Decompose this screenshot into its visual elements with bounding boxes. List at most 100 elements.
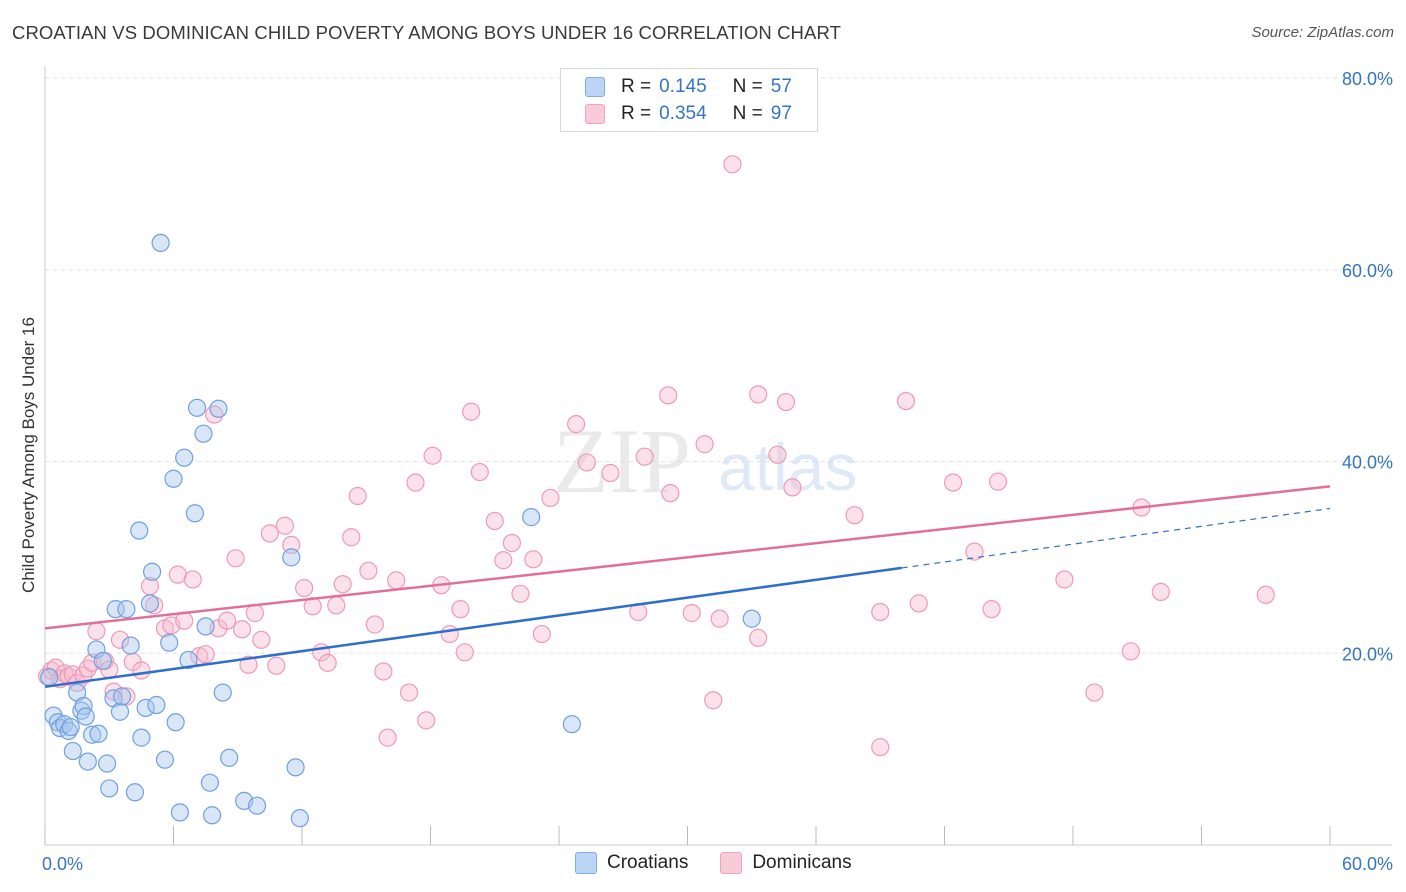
croatian-point [106, 600, 125, 619]
croatian-point [282, 548, 301, 567]
croatian-point [132, 728, 151, 747]
croatian-point [522, 508, 541, 527]
dominican-point [359, 561, 378, 580]
trend-lines [44, 485, 1331, 689]
dominican-point [567, 415, 586, 434]
series-legend: Croatians Dominicans [575, 852, 884, 874]
r-value: 0.145 [659, 76, 707, 97]
r-label: R = [621, 103, 652, 124]
dominican-point [896, 391, 916, 411]
dominican-point [659, 386, 678, 405]
dominican-point [440, 624, 459, 644]
dominican-point [695, 435, 714, 454]
croatian-point [202, 806, 222, 825]
dominican-point [845, 506, 864, 525]
croatian-point [130, 521, 149, 540]
croatian-point [179, 650, 198, 670]
dominican-point [1085, 683, 1104, 702]
tick-labels: 20.0% 40.0% 60.0% 80.0% 0.0% 60.0% [42, 69, 1393, 874]
dominican-point [982, 600, 1001, 619]
dominican-point [232, 620, 252, 639]
croatian-point [209, 399, 228, 418]
croatian-point [175, 448, 194, 467]
croatian-point [742, 609, 761, 628]
croatian-point [194, 424, 213, 443]
dominican-point [871, 738, 890, 757]
legend-row-croatians: R = 0.145 N = 57 [585, 74, 792, 100]
croatian-point [89, 724, 108, 743]
dominican-point [710, 609, 729, 628]
dominican-point [943, 473, 963, 492]
croatian-trend-line [44, 566, 902, 689]
dominican-point [768, 445, 787, 464]
dominican-point [661, 484, 680, 503]
dominican-point [260, 524, 279, 543]
croatian-point [220, 748, 239, 767]
croatian-point [125, 783, 145, 802]
y-tick-label: 40.0% [1342, 453, 1393, 473]
croatian-point [160, 633, 179, 652]
dominican-point [577, 453, 596, 472]
dominican-point [776, 392, 796, 412]
croatian-point [166, 713, 185, 732]
croatian-point [286, 758, 305, 777]
x-tick-label: 60.0% [1342, 854, 1393, 874]
dominican-point [541, 488, 560, 508]
dominican-point [462, 402, 481, 421]
dominican-point [470, 462, 489, 482]
dominican-point [1121, 642, 1140, 661]
y-tick-label: 20.0% [1342, 644, 1393, 664]
dominican-point [275, 516, 294, 535]
croatian-point [147, 695, 166, 715]
croatian-point [170, 803, 190, 822]
dominican-point [387, 571, 406, 590]
dominican-point [485, 511, 504, 531]
croatian-point [61, 717, 80, 737]
dominican-point [365, 615, 384, 634]
n-label: N = [732, 76, 763, 97]
dominican-point [455, 643, 474, 662]
dominican-point [511, 584, 530, 603]
source-credit: Source: ZipAtlas.com [1251, 24, 1394, 41]
dominican-point [723, 155, 742, 174]
dominican-point [601, 463, 620, 483]
croatian-point [117, 600, 136, 619]
croatians-swatch [585, 77, 605, 97]
dominicans-legend-swatch [720, 852, 743, 874]
watermark-atlas: atlas [718, 430, 857, 504]
dominican-point [282, 535, 301, 555]
croatian-point [155, 750, 175, 769]
dominican-point [333, 575, 352, 594]
dominican-point [965, 542, 984, 561]
dominicans-legend-label: Dominicans [752, 852, 852, 873]
croatians-legend-swatch [575, 852, 597, 874]
dominican-point [327, 596, 346, 615]
croatian-point [562, 715, 581, 734]
croatian-point [136, 698, 155, 717]
r-label: R = [621, 76, 652, 97]
correlation-legend: R = 0.145 N = 57 R = 0.354 N = 97 [560, 68, 818, 132]
dominican-point [502, 533, 521, 553]
watermark: ZIP atlas [553, 410, 857, 512]
dominican-point [226, 549, 245, 568]
dominican-point [318, 653, 337, 672]
y-tick-label: 80.0% [1342, 69, 1393, 89]
croatian-point [121, 636, 140, 655]
dominican-point [348, 486, 367, 506]
dominican-point [168, 565, 187, 584]
dominican-point [399, 683, 419, 702]
dominican-point [417, 711, 436, 730]
dominican-point [406, 473, 425, 492]
croatian-point [100, 779, 119, 798]
dominican-point [378, 728, 397, 747]
dominican-point [1055, 570, 1074, 589]
croatian-point [142, 562, 162, 581]
dominican-point [909, 594, 928, 613]
n-value: 57 [770, 76, 792, 97]
dominican-point [749, 628, 768, 648]
croatian-point [164, 469, 183, 488]
croatian-trend-extension [901, 507, 1331, 569]
legend-item-croatians: Croatians [575, 852, 688, 874]
croatian-point [87, 640, 106, 659]
dominican-point [87, 622, 106, 641]
